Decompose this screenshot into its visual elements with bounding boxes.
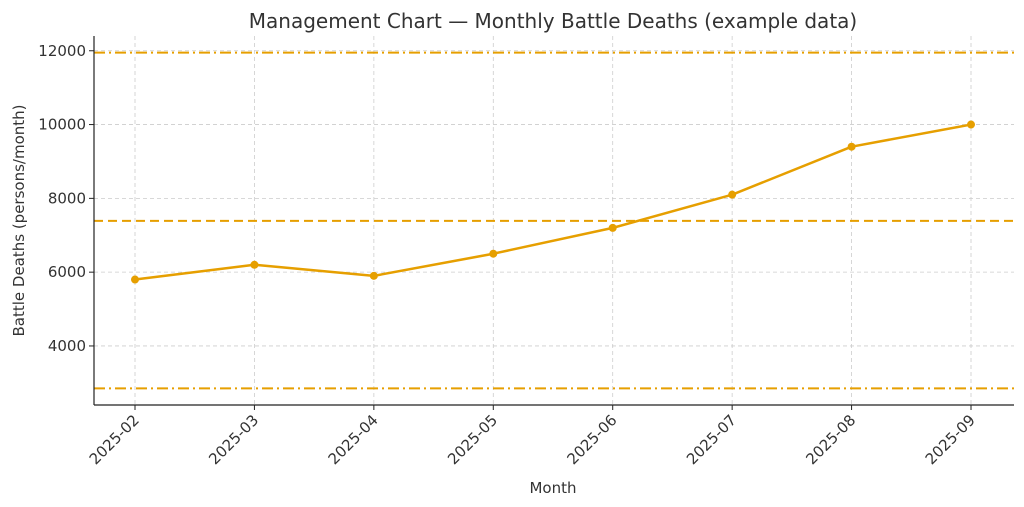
data-point: [489, 249, 498, 258]
x-tick-label: 2025-08: [802, 411, 859, 468]
x-tick-label: 2025-03: [205, 411, 262, 468]
data-point: [728, 190, 737, 199]
x-tick-label: 2025-05: [444, 411, 501, 468]
y-tick-label: 10000: [38, 116, 86, 134]
grid: [94, 36, 1014, 405]
reference-lines: [94, 51, 1014, 390]
x-tick-label: 2025-02: [86, 411, 143, 468]
y-tick-label: 12000: [38, 42, 86, 60]
y-tick-label: 4000: [48, 337, 86, 355]
axes: 4000 6000 8000 10000 12000 2025-02 2025-03 2025…: [38, 36, 1014, 468]
series-line: [134, 123, 972, 281]
data-point: [967, 120, 975, 129]
y-axis-label: Battle Deaths (persons/month): [10, 104, 28, 336]
x-axis-label: Month: [529, 479, 576, 497]
x-tick-label: 2025-09: [922, 411, 979, 468]
series-layer: [131, 120, 975, 284]
data-point: [250, 260, 259, 269]
y-tick-label: 6000: [48, 263, 86, 281]
data-point: [369, 271, 378, 280]
x-tick-label: 2025-07: [683, 411, 740, 468]
x-tick-label: 2025-04: [325, 411, 382, 468]
x-tick-label: 2025-06: [563, 411, 620, 468]
chart-title: Management Chart — Monthly Battle Deaths…: [249, 9, 857, 33]
data-point: [847, 142, 856, 151]
y-tick-label: 8000: [48, 189, 86, 207]
data-point: [131, 275, 139, 284]
data-point: [608, 223, 617, 232]
